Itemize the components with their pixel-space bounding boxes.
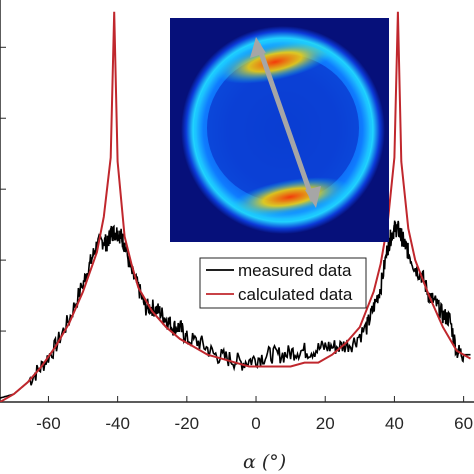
inset-arrow-head-top [250,37,266,58]
x-tick-label: 60 [454,414,473,433]
legend-label-measured: measured data [238,261,352,280]
x-tick-label: 20 [316,414,335,433]
inset-arrow-line [255,43,316,202]
x-tick-label: -60 [36,414,61,433]
inset-ring-image [170,18,389,242]
x-tick-label: -40 [105,414,130,433]
x-tick-label: -20 [175,414,200,433]
calculated-data-line [0,11,471,402]
x-tick-label: 0 [251,414,260,433]
y-ticks [0,46,6,332]
x-axis-label: α (°) [243,451,286,473]
legend-label-calculated: calculated data [238,285,353,304]
inset-arrow-head-bottom [305,186,321,208]
measured-data-line [0,220,471,399]
legend: measured data calculated data [199,257,367,309]
x-tick-label: 40 [385,414,404,433]
x-ticks: -60 -40 -20 0 20 40 60 [36,396,473,433]
